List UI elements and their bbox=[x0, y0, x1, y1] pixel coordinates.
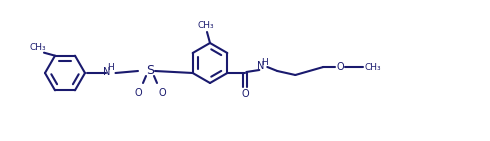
Text: CH₃: CH₃ bbox=[197, 20, 214, 29]
Text: H: H bbox=[107, 62, 114, 71]
Text: O: O bbox=[134, 88, 142, 98]
Text: S: S bbox=[146, 64, 154, 78]
Text: CH₃: CH₃ bbox=[364, 62, 381, 71]
Text: CH₃: CH₃ bbox=[30, 43, 47, 52]
Text: N: N bbox=[257, 61, 264, 71]
Text: O: O bbox=[242, 89, 249, 99]
Text: N: N bbox=[103, 67, 110, 77]
Text: O: O bbox=[158, 88, 166, 98]
Text: O: O bbox=[337, 62, 344, 72]
Text: H: H bbox=[261, 58, 268, 67]
